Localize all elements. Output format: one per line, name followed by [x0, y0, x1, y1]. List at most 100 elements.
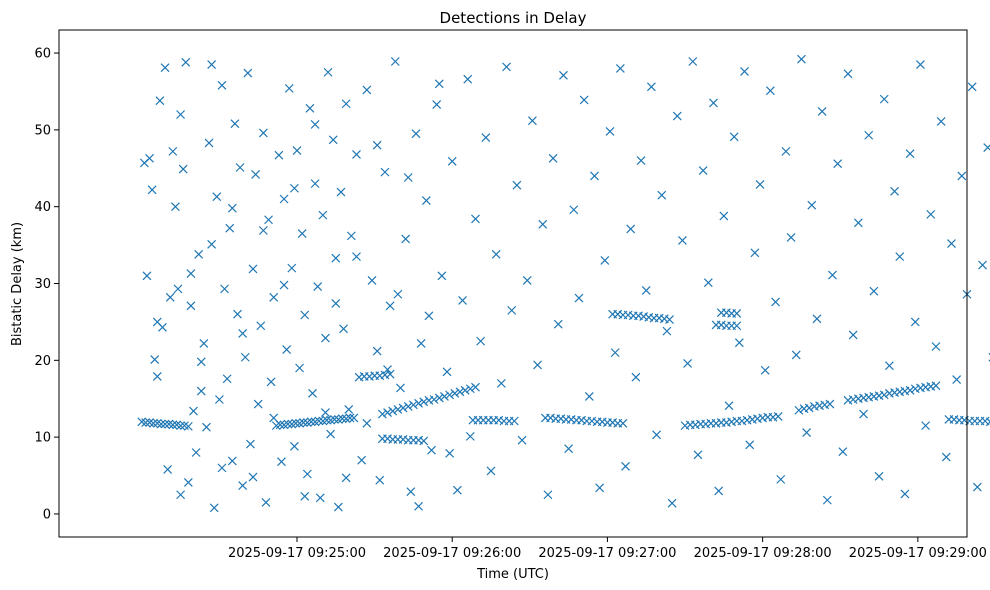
data-point-clutter-178 — [864, 130, 874, 140]
data-point-tracks-67 — [465, 384, 475, 394]
data-point-clutter-217 — [217, 463, 227, 473]
data-point-clutter-73 — [336, 187, 346, 197]
data-point-clutter-162 — [781, 146, 791, 156]
data-point-clutter-176 — [853, 218, 863, 228]
data-point-clutter-213 — [176, 110, 186, 119]
data-point-clutter-129 — [610, 348, 620, 358]
scatter-marks — [137, 54, 990, 513]
data-point-clutter-122 — [574, 293, 584, 303]
data-point-clutter-62 — [308, 388, 317, 398]
data-point-clutter-239 — [445, 448, 455, 458]
data-point-clutter-179 — [869, 286, 879, 296]
data-point-clutter-22 — [202, 422, 211, 432]
data-point-clutter-97 — [447, 156, 457, 166]
data-point-clutter-33 — [230, 119, 240, 129]
x-tick-label-3: 2025-09-17 09:28:00 — [694, 546, 832, 561]
data-point-clutter-59 — [300, 310, 310, 320]
data-point-clutter-102 — [471, 214, 480, 224]
y-tick-label-6: 60 — [34, 47, 51, 62]
data-point-clutter-161 — [776, 474, 786, 484]
data-point-tracks-10 — [176, 421, 186, 431]
data-point-clutter-220 — [248, 472, 258, 482]
data-point-clutter-68 — [323, 67, 333, 77]
data-point-tracks-63 — [445, 390, 455, 400]
data-point-tracks-134 — [794, 405, 804, 415]
data-point-tracks-14 — [275, 420, 285, 430]
data-point-clutter-236 — [414, 501, 424, 511]
x-tick-label-0: 2025-09-17 09:25:00 — [228, 546, 366, 561]
data-point-clutter-81 — [367, 276, 377, 285]
chart-title: Detections in Delay — [440, 9, 587, 27]
data-point-clutter-96 — [442, 367, 452, 377]
data-point-clutter-192 — [936, 116, 946, 126]
data-point-clutter-82 — [372, 346, 382, 356]
data-point-clutter-199 — [972, 482, 982, 492]
data-point-clutter-134 — [636, 156, 646, 166]
data-point-clutter-83 — [375, 475, 385, 485]
data-point-clutter-45 — [261, 498, 271, 507]
data-point-clutter-15 — [183, 478, 193, 487]
data-point-tracks-1 — [141, 418, 151, 427]
data-point-clutter-175 — [848, 330, 858, 340]
data-point-clutter-55 — [289, 441, 299, 451]
data-point-clutter-92 — [421, 196, 431, 205]
data-point-clutter-95 — [437, 271, 447, 281]
data-point-clutter-145 — [693, 450, 703, 460]
data-point-clutter-66 — [318, 210, 328, 220]
data-point-clutter-103 — [476, 336, 486, 346]
data-point-clutter-41 — [251, 169, 261, 179]
data-point-clutter-123 — [579, 95, 589, 105]
data-point-clutter-76 — [344, 405, 354, 414]
data-point-clutter-124 — [584, 391, 594, 401]
data-point-clutter-194 — [947, 239, 956, 248]
data-point-clutter-151 — [724, 401, 734, 411]
data-point-clutter-231 — [362, 418, 372, 428]
data-point-clutter-94 — [432, 100, 442, 109]
data-point-clutter-117 — [548, 153, 558, 163]
data-point-clutter-115 — [538, 219, 548, 229]
data-point-clutter-108 — [502, 62, 511, 72]
data-point-clutter-126 — [595, 483, 605, 493]
data-point-clutter-118 — [553, 319, 563, 329]
data-point-clutter-109 — [507, 305, 517, 315]
data-point-tracks-68 — [471, 382, 480, 392]
data-point-clutter-222 — [269, 413, 279, 423]
data-point-clutter-131 — [621, 461, 630, 471]
data-point-clutter-21 — [199, 338, 209, 348]
data-point-clutter-153 — [734, 338, 744, 348]
data-point-tracks-57 — [414, 398, 424, 408]
data-point-clutter-143 — [683, 358, 693, 368]
data-point-tracks-54 — [398, 403, 408, 413]
data-point-tracks-105 — [665, 315, 674, 325]
data-point-tracks-12 — [183, 421, 193, 431]
data-point-clutter-36 — [238, 481, 248, 490]
x-tick-label-2: 2025-09-17 09:27:00 — [538, 546, 676, 561]
data-point-clutter-156 — [750, 248, 760, 258]
data-point-tracks-8 — [168, 420, 178, 430]
data-point-clutter-189 — [921, 421, 931, 431]
data-point-clutter-135 — [641, 285, 651, 295]
data-point-clutter-210 — [142, 271, 152, 281]
data-point-clutter-198 — [967, 82, 977, 92]
data-point-clutter-61 — [305, 103, 315, 113]
data-point-tracks-60 — [429, 395, 439, 404]
data-point-clutter-57 — [295, 363, 305, 373]
data-point-tracks-77 — [509, 416, 519, 426]
data-point-tracks-16 — [283, 419, 293, 429]
data-point-clutter-180 — [874, 471, 884, 481]
data-point-clutter-147 — [703, 278, 713, 288]
data-point-clutter-228 — [331, 299, 341, 308]
data-point-clutter-169 — [817, 107, 827, 116]
data-point-clutter-69 — [326, 429, 336, 439]
data-point-clutter-99 — [458, 295, 467, 305]
data-point-clutter-91 — [416, 338, 426, 348]
data-point-clutter-114 — [533, 360, 543, 370]
data-point-clutter-172 — [833, 159, 843, 169]
data-point-clutter-218 — [227, 203, 237, 213]
data-point-clutter-177 — [859, 409, 868, 419]
data-point-tracks-53 — [393, 405, 403, 414]
data-point-tracks-24 — [314, 416, 324, 426]
data-point-clutter-7 — [160, 63, 170, 73]
data-point-clutter-14 — [181, 57, 191, 67]
